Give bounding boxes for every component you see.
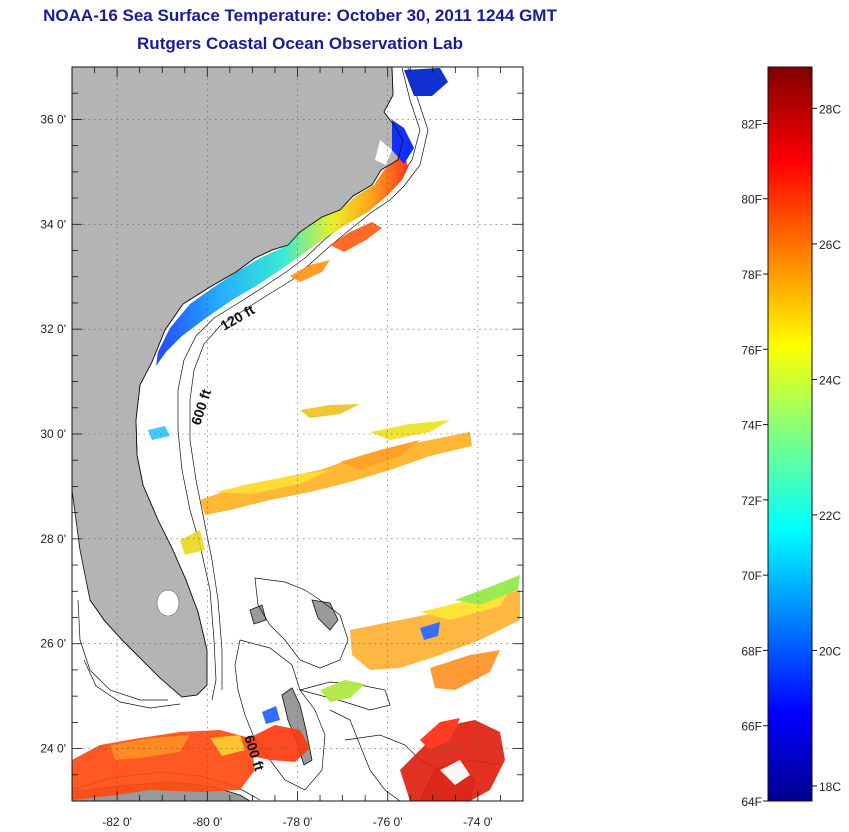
colorbar-f-label: 80F xyxy=(741,193,762,207)
lon-tick-label: -78 0' xyxy=(283,815,313,829)
lat-tick-label: 30 0' xyxy=(40,427,66,441)
map-frame xyxy=(71,66,524,802)
colorbar-c-label: 22C xyxy=(819,509,841,523)
map-grid xyxy=(71,66,524,802)
colorbar-f-label: 66F xyxy=(741,720,762,734)
colorbar-f-label: 82F xyxy=(741,117,762,131)
map-axes: 36 0' 34 0' 32 0' 30 0' 28 0' 26 0' 24 0' -82 0… xyxy=(40,112,492,829)
colorbar-f-label: 76F xyxy=(741,343,762,357)
colorbar-c-label: 28C xyxy=(819,102,841,116)
lon-tick-label: -80 0' xyxy=(192,815,222,829)
sst-southern-warm xyxy=(72,680,505,801)
colorbar-f-label: 70F xyxy=(741,569,762,583)
map-subtitle: Rutgers Coastal Ocean Observation Lab xyxy=(137,34,463,53)
lake-okeechobee xyxy=(156,589,180,617)
sst-coastal-band xyxy=(156,128,408,366)
map-title: NOAA-16 Sea Surface Temperature: October… xyxy=(43,6,557,25)
colorbar-f-label: 68F xyxy=(741,644,762,658)
colorbar-f-label: 64F xyxy=(741,795,762,809)
lon-tick-label: -82 0' xyxy=(102,815,132,829)
lon-tick-label: -74 0' xyxy=(463,815,493,829)
colorbar-f-label: 74F xyxy=(741,419,762,433)
lat-tick-label: 34 0' xyxy=(40,217,66,231)
lat-tick-label: 32 0' xyxy=(40,322,66,336)
lat-tick-label: 28 0' xyxy=(40,532,66,546)
colorbar-c-label: 20C xyxy=(819,644,841,658)
colorbar-f-label: 72F xyxy=(741,494,762,508)
colorbar-c-label: 24C xyxy=(819,373,841,387)
colorbar-c-label: 26C xyxy=(819,238,841,252)
lat-tick-label: 24 0' xyxy=(40,742,66,756)
lat-tick-label: 26 0' xyxy=(40,637,66,651)
lat-tick-label: 36 0' xyxy=(40,112,66,126)
colorbar-f-label: 78F xyxy=(741,268,762,282)
lon-tick-label: -76 0' xyxy=(373,815,403,829)
colorbar-ticks: 82F 80F 78F 76F 74F 72F 70F 68F 66F 64F 28C 26C 24C 2… xyxy=(741,102,841,809)
colorbar-c-label: 18C xyxy=(819,780,841,794)
sst-gulfstream-patches xyxy=(148,404,520,690)
colorbar xyxy=(767,66,813,802)
